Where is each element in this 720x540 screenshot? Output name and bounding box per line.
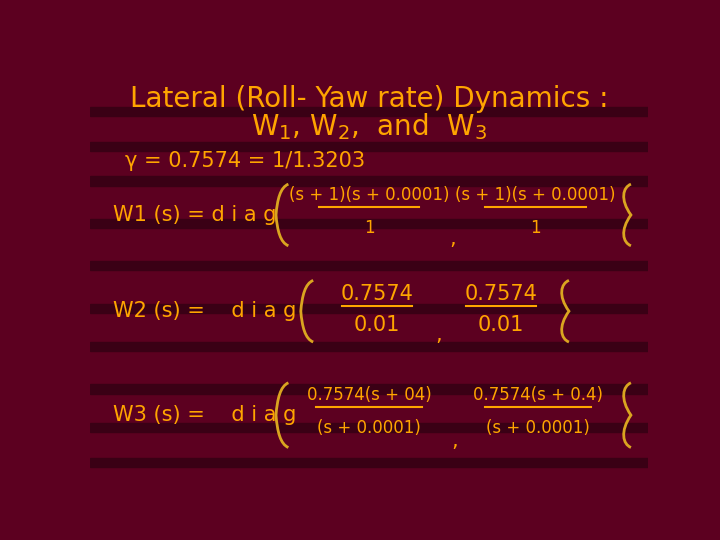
- Text: 0.01: 0.01: [477, 315, 524, 335]
- Bar: [90, 423, 648, 432]
- Bar: [90, 177, 648, 186]
- Text: (s + 0.0001): (s + 0.0001): [486, 419, 590, 437]
- Bar: [90, 107, 648, 117]
- Text: W2 (s) =    d i a g: W2 (s) = d i a g: [113, 301, 297, 321]
- Text: W3 (s) =    d i a g: W3 (s) = d i a g: [113, 405, 297, 425]
- Text: (s + 1)(s + 0.0001): (s + 1)(s + 0.0001): [455, 186, 616, 204]
- Text: ,: ,: [451, 430, 458, 450]
- Text: (s + 0.0001): (s + 0.0001): [317, 419, 421, 437]
- Text: 0.7574: 0.7574: [341, 284, 413, 303]
- Text: (s + 1)(s + 0.0001): (s + 1)(s + 0.0001): [289, 186, 449, 204]
- Bar: [90, 342, 648, 351]
- Text: W1 (s) = d i a g: W1 (s) = d i a g: [113, 205, 276, 225]
- Text: W$_1$, W$_2$,  and  W$_3$: W$_1$, W$_2$, and W$_3$: [251, 111, 487, 142]
- Text: 0.7574: 0.7574: [464, 284, 537, 303]
- Text: 1: 1: [364, 219, 374, 237]
- Bar: [90, 384, 648, 394]
- Text: 0.7574(s + 0.4): 0.7574(s + 0.4): [473, 387, 603, 404]
- Text: ,: ,: [449, 229, 456, 249]
- Text: 0.01: 0.01: [354, 315, 400, 335]
- Bar: [90, 457, 648, 467]
- Text: 1: 1: [531, 219, 541, 237]
- Bar: [90, 142, 648, 151]
- Bar: [90, 261, 648, 271]
- Text: ,: ,: [436, 325, 442, 345]
- Bar: [90, 303, 648, 313]
- Text: 0.7574(s + 04): 0.7574(s + 04): [307, 387, 431, 404]
- Text: Lateral (Roll- Yaw rate) Dynamics :: Lateral (Roll- Yaw rate) Dynamics :: [130, 85, 608, 113]
- Bar: [90, 219, 648, 228]
- Text: γ = 0.7574 = 1/1.3203: γ = 0.7574 = 1/1.3203: [125, 151, 365, 171]
